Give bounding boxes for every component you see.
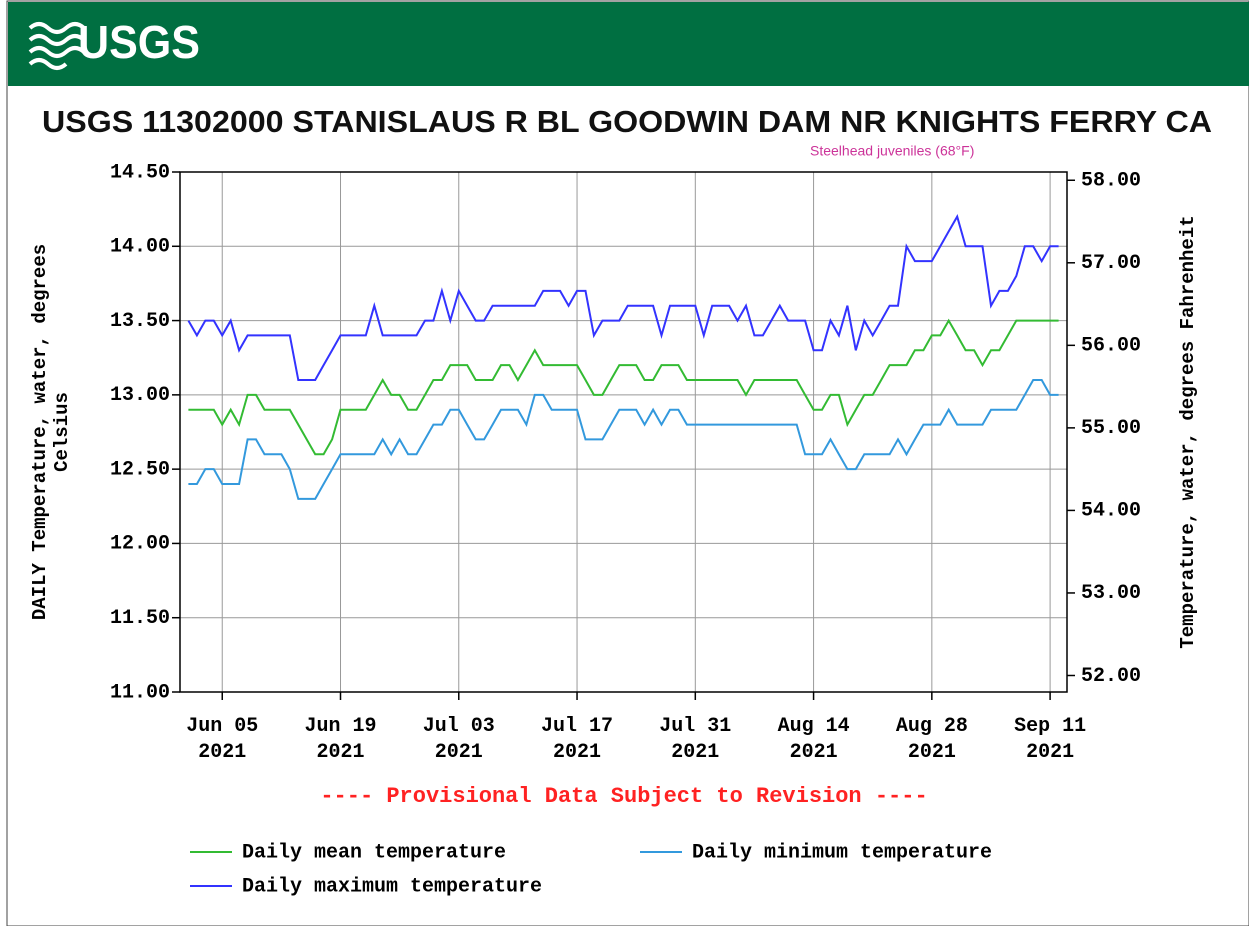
y2-tick-label: 56.00	[1081, 335, 1141, 358]
y2-tick-label: 57.00	[1081, 252, 1141, 275]
series-line	[187, 214, 1059, 381]
x-tick-label: Aug 14 2021	[778, 715, 850, 764]
page-border	[6, 0, 1249, 926]
y2-tick-label: 54.00	[1081, 500, 1141, 523]
x-tick-label: Jul 03 2021	[423, 715, 495, 764]
y-tick-label: 11.00	[110, 681, 170, 704]
plot-frame	[179, 171, 1068, 693]
y-tick-label: 12.00	[110, 533, 170, 556]
x-tick-label: Sep 11 2021	[1014, 715, 1086, 764]
y2-tick-label: 55.00	[1081, 417, 1141, 440]
y-tick-label: 14.00	[110, 236, 170, 259]
legend-label: Daily minimum temperature	[692, 841, 992, 864]
logo-waves	[28, 22, 86, 70]
x-tick-label: Aug 28 2021	[896, 715, 968, 764]
y-tick-label: 13.50	[110, 310, 170, 333]
series-line	[188, 379, 1059, 500]
logo-text: USGS	[78, 16, 200, 68]
x-tick-label: Jul 17 2021	[541, 715, 613, 764]
y2-axis-label: Temperature, water, degrees Fahrenheit	[1177, 215, 1199, 648]
y-tick-label: 11.50	[110, 607, 170, 630]
y-axis-label: DAILY Temperature, water, degrees	[29, 244, 51, 620]
y2-tick-label: 52.00	[1081, 665, 1141, 688]
x-tick-label: Jul 31 2021	[659, 715, 731, 764]
series-line	[188, 318, 1059, 456]
y-axis-label: Celsius	[51, 392, 73, 472]
x-tick-label: Jun 05 2021	[186, 715, 258, 764]
legend-label: Daily maximum temperature	[242, 875, 542, 898]
x-tick-label: Jun 19 2021	[304, 715, 376, 764]
y-tick-label: 12.50	[110, 458, 170, 481]
chart-title: USGS 11302000 STANISLAUS R BL GOODWIN DA…	[42, 104, 1212, 139]
y-tick-label: 13.00	[110, 384, 170, 407]
annotation: Steelhead juveniles (68°F)	[810, 143, 974, 159]
provisional-note: ---- Provisional Data Subject to Revisio…	[320, 784, 927, 809]
y-tick-label: 14.50	[110, 161, 170, 184]
y2-tick-label: 53.00	[1081, 582, 1141, 605]
y2-tick-label: 58.00	[1081, 170, 1141, 193]
legend-label: Daily mean temperature	[242, 841, 506, 864]
header-band	[8, 2, 1249, 86]
